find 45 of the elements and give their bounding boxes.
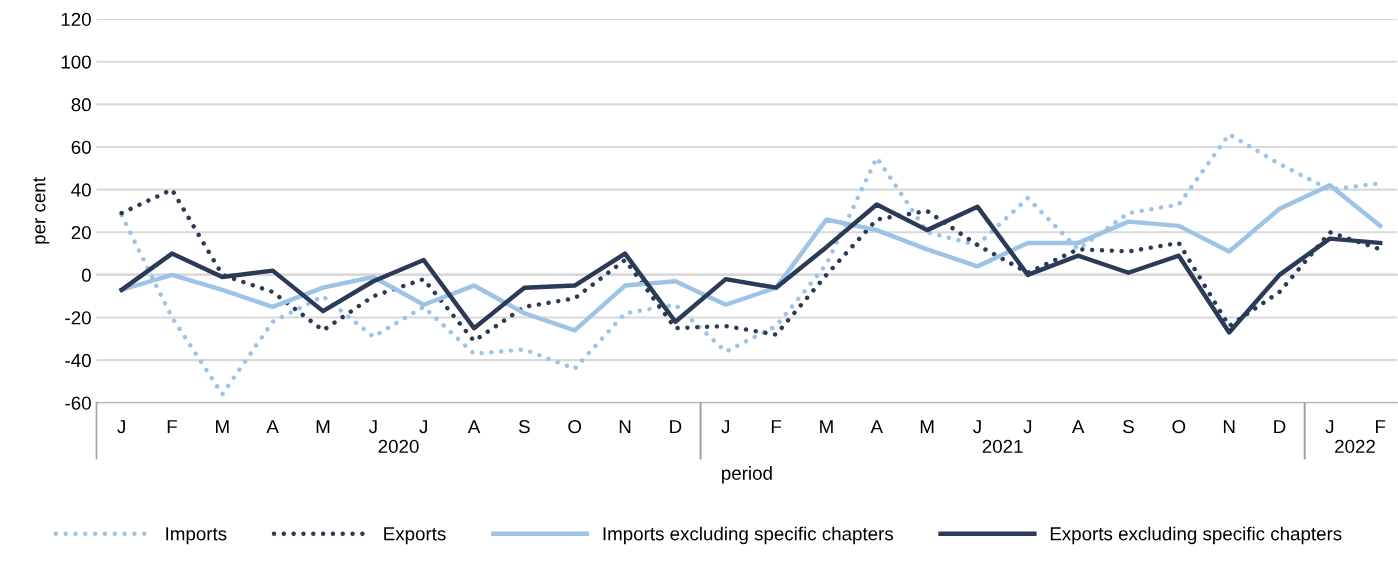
text: 2020 bbox=[378, 439, 419, 454]
text: 2022 bbox=[1335, 439, 1375, 454]
x-tick-label: J bbox=[973, 420, 981, 434]
legend-label: Imports bbox=[166, 527, 227, 545]
x-tick-label: J bbox=[721, 420, 730, 434]
x-tick-label: N bbox=[619, 420, 631, 434]
x-tick-label: A bbox=[1071, 420, 1085, 434]
x-tick-label: J bbox=[1325, 420, 1334, 434]
y-tick-label: 20 bbox=[71, 225, 91, 240]
x-axis-title: period bbox=[722, 466, 772, 484]
y-tick-label: -40 bbox=[65, 353, 91, 368]
legend-label: Exports excluding specific chapters bbox=[1050, 526, 1342, 545]
x-tick-label: J bbox=[1023, 420, 1032, 434]
x-tick-label: O bbox=[1172, 419, 1186, 434]
y-tick-label: 40 bbox=[71, 183, 91, 197]
x-tick-label: S bbox=[1123, 419, 1134, 434]
x-tick-label: M bbox=[316, 420, 330, 434]
legend-label: Imports excluding specific chapters bbox=[603, 526, 894, 545]
y-axis-title: per cent bbox=[33, 177, 50, 244]
y-tick-label: 120 bbox=[61, 12, 91, 27]
x-tick-label: M bbox=[216, 420, 229, 434]
x-tick-label: F bbox=[167, 420, 177, 434]
x-tick-label: D bbox=[1274, 420, 1286, 434]
x-tick-label: J bbox=[117, 420, 125, 434]
text: 2021 bbox=[982, 439, 1023, 454]
y-tick-label: -20 bbox=[65, 311, 91, 325]
x-tick-label: D bbox=[670, 420, 682, 434]
y-tick-label: 60 bbox=[71, 140, 91, 154]
legend-label: Exports bbox=[384, 527, 446, 545]
x-tick-label: J bbox=[419, 420, 427, 434]
y-tick-label: 0 bbox=[81, 268, 91, 282]
x-tick-label: S bbox=[518, 419, 530, 434]
x-tick-label: A bbox=[870, 420, 883, 434]
x-tick-label: M bbox=[820, 420, 833, 434]
x-tick-label: N bbox=[1223, 420, 1235, 434]
y-tick-label: 100 bbox=[61, 55, 91, 69]
x-tick-label: O bbox=[568, 419, 582, 434]
x-tick-label: F bbox=[1376, 420, 1386, 434]
x-tick-label: A bbox=[467, 420, 481, 434]
x-tick-label: A bbox=[266, 420, 279, 434]
x-tick-label: M bbox=[920, 420, 934, 434]
x-tick-label: J bbox=[368, 420, 377, 434]
x-tick-label: F bbox=[771, 420, 782, 434]
y-tick-label: -60 bbox=[65, 396, 91, 410]
y-tick-label: 80 bbox=[71, 98, 91, 112]
